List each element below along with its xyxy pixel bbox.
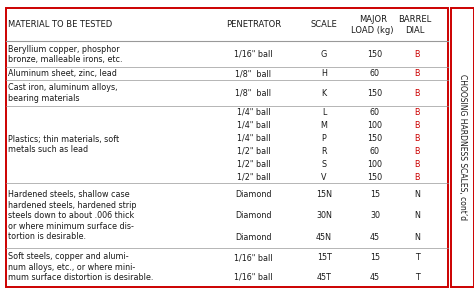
Text: 15N: 15N bbox=[316, 190, 332, 199]
Text: 150: 150 bbox=[367, 173, 383, 182]
Text: H: H bbox=[321, 69, 327, 78]
Text: 100: 100 bbox=[367, 121, 383, 130]
Text: Diamond: Diamond bbox=[235, 211, 272, 220]
Text: 150: 150 bbox=[367, 88, 383, 98]
Text: MATERIAL TO BE TESTED: MATERIAL TO BE TESTED bbox=[8, 20, 112, 29]
Text: T: T bbox=[415, 272, 419, 281]
Bar bbox=[451, 8, 474, 287]
Text: Cast iron, aluminum alloys,
bearing materials: Cast iron, aluminum alloys, bearing mate… bbox=[8, 84, 118, 103]
Text: Diamond: Diamond bbox=[235, 233, 272, 242]
Text: Beryllium copper, phosphor
bronze, malleable irons, etc.: Beryllium copper, phosphor bronze, malle… bbox=[8, 45, 123, 64]
Text: CHOOSING HARDNESS SCALES, cont’d: CHOOSING HARDNESS SCALES, cont’d bbox=[458, 74, 467, 220]
Text: 60: 60 bbox=[370, 147, 380, 156]
Text: B: B bbox=[414, 173, 419, 182]
Text: 1/16" ball: 1/16" ball bbox=[234, 272, 273, 281]
Text: N: N bbox=[414, 211, 420, 220]
Text: T: T bbox=[415, 253, 419, 262]
Text: 15: 15 bbox=[370, 253, 380, 262]
Text: B: B bbox=[414, 108, 419, 117]
Text: B: B bbox=[414, 50, 419, 59]
Text: BARREL
DIAL: BARREL DIAL bbox=[398, 15, 431, 34]
Text: Plastics; thin materials, soft
metals such as lead: Plastics; thin materials, soft metals su… bbox=[8, 135, 119, 154]
Text: G: G bbox=[321, 50, 327, 59]
Text: N: N bbox=[414, 233, 420, 242]
Text: Diamond: Diamond bbox=[235, 190, 272, 199]
Text: 45N: 45N bbox=[316, 233, 332, 242]
Text: L: L bbox=[322, 108, 326, 117]
Text: B: B bbox=[414, 69, 419, 78]
Text: B: B bbox=[414, 88, 419, 98]
Text: Hardened steels, shallow case
hardened steels, hardened strip
steels down to abo: Hardened steels, shallow case hardened s… bbox=[8, 190, 137, 241]
Text: 1/2" ball: 1/2" ball bbox=[237, 173, 270, 182]
Text: MAJOR
LOAD (kg): MAJOR LOAD (kg) bbox=[352, 15, 394, 34]
Text: 1/8"  ball: 1/8" ball bbox=[236, 88, 271, 98]
Text: 1/16" ball: 1/16" ball bbox=[234, 253, 273, 262]
Text: 30N: 30N bbox=[316, 211, 332, 220]
Text: B: B bbox=[414, 160, 419, 168]
Text: B: B bbox=[414, 121, 419, 130]
Text: B: B bbox=[414, 147, 419, 156]
Text: 1/2" ball: 1/2" ball bbox=[237, 160, 270, 168]
Text: Aluminum sheet, zinc, lead: Aluminum sheet, zinc, lead bbox=[8, 69, 117, 78]
Text: Soft steels, copper and alumi-
num alloys, etc., or where mini-
mum surface dist: Soft steels, copper and alumi- num alloy… bbox=[8, 253, 154, 282]
Text: 1/4" ball: 1/4" ball bbox=[237, 121, 270, 130]
Text: 150: 150 bbox=[367, 50, 383, 59]
Text: 1/4" ball: 1/4" ball bbox=[237, 108, 270, 117]
Text: M: M bbox=[321, 121, 328, 130]
Text: V: V bbox=[321, 173, 327, 182]
Text: 15T: 15T bbox=[317, 253, 331, 262]
Text: SCALE: SCALE bbox=[311, 20, 337, 29]
Text: R: R bbox=[321, 147, 327, 156]
Text: 45T: 45T bbox=[317, 272, 331, 281]
Text: 1/16" ball: 1/16" ball bbox=[234, 50, 273, 59]
Text: S: S bbox=[321, 160, 327, 168]
Text: PENETRATOR: PENETRATOR bbox=[226, 20, 281, 29]
Text: 60: 60 bbox=[370, 108, 380, 117]
Text: 45: 45 bbox=[370, 233, 380, 242]
Text: B: B bbox=[414, 134, 419, 143]
Text: 1/8"  ball: 1/8" ball bbox=[236, 69, 271, 78]
Text: K: K bbox=[321, 88, 327, 98]
Text: N: N bbox=[414, 190, 420, 199]
Text: 30: 30 bbox=[370, 211, 380, 220]
Text: P: P bbox=[322, 134, 327, 143]
Text: 100: 100 bbox=[367, 160, 383, 168]
Text: 150: 150 bbox=[367, 134, 383, 143]
Text: 1/2" ball: 1/2" ball bbox=[237, 147, 270, 156]
Text: 45: 45 bbox=[370, 272, 380, 281]
Text: 1/4" ball: 1/4" ball bbox=[237, 134, 270, 143]
Text: 15: 15 bbox=[370, 190, 380, 199]
Text: 60: 60 bbox=[370, 69, 380, 78]
